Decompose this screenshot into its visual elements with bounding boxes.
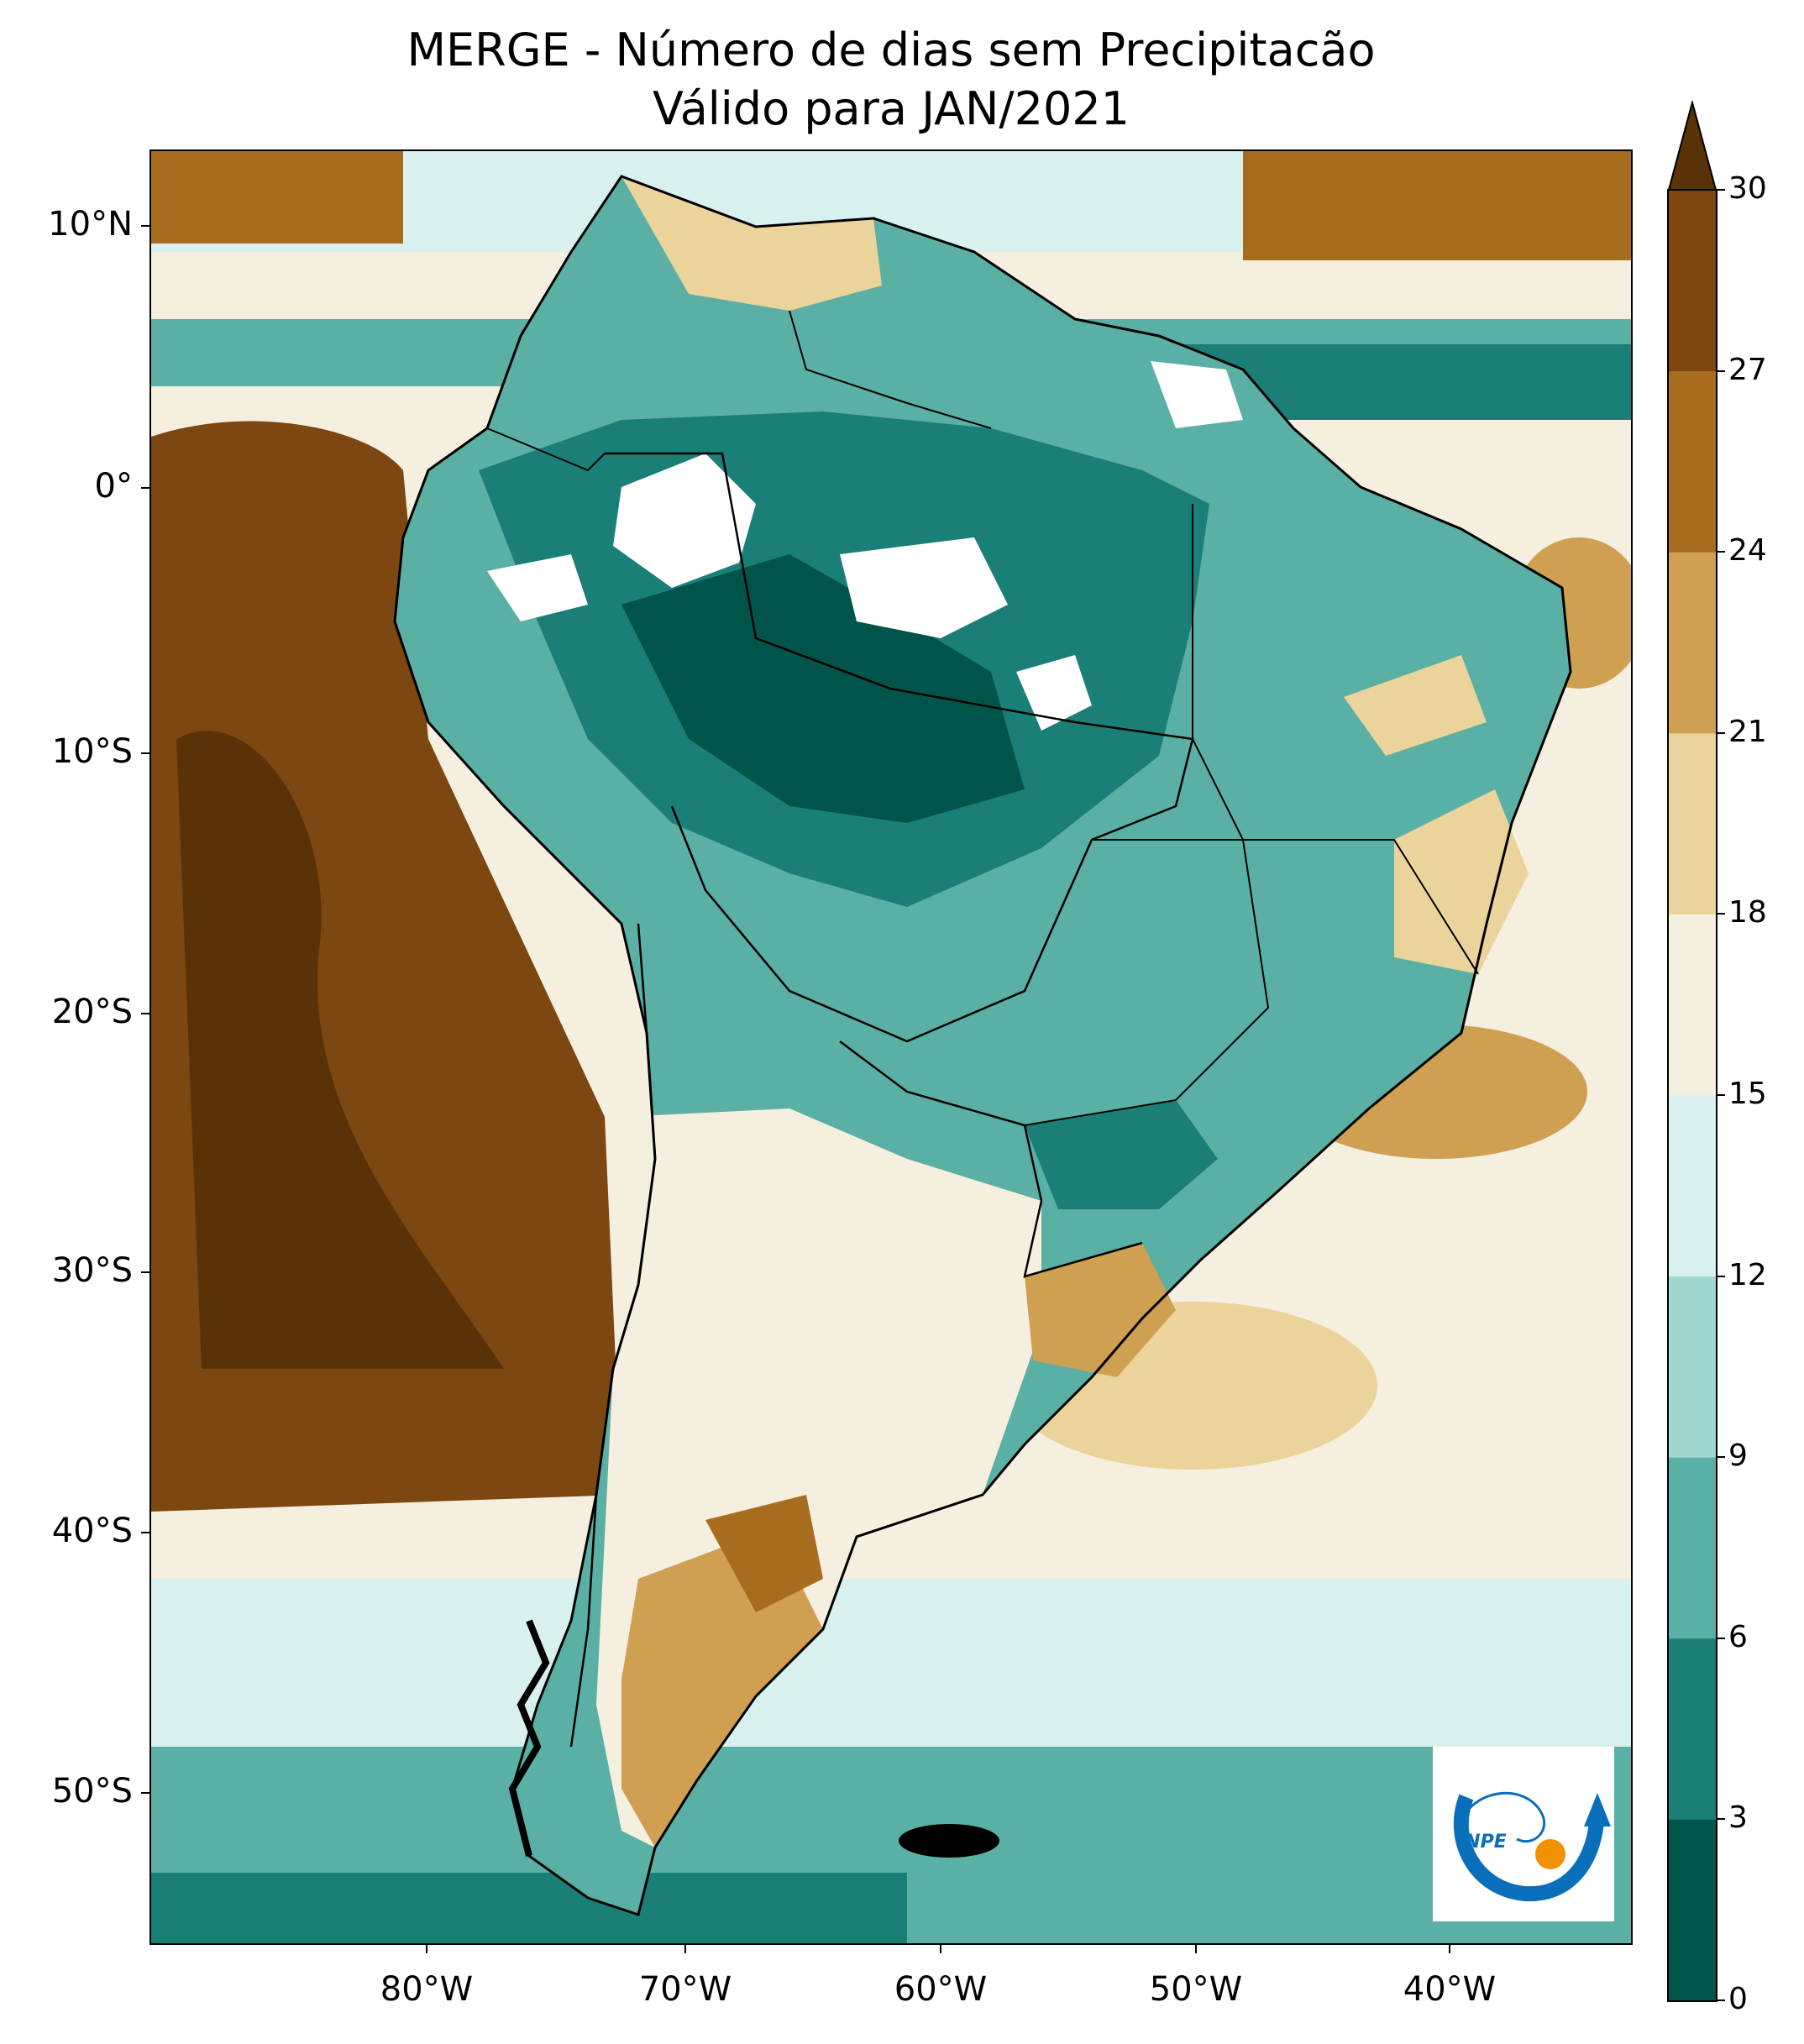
lon-tick-label: 60°W [894, 1970, 988, 2009]
lon-tick-label: 40°W [1403, 1970, 1497, 2009]
colorbar-tick-label: 21 [1728, 714, 1767, 749]
lat-tick-label: 30°S [51, 1251, 133, 1290]
lat-tick-mark [141, 225, 149, 227]
lat-tick-label: 40°S [51, 1512, 133, 1550]
lon-tick-mark [426, 1945, 427, 1953]
colorbar-segment [1668, 732, 1717, 915]
inpe-logo-graphic: INPE [1453, 1791, 1611, 1902]
colorbar-tick-label: 30 [1728, 171, 1767, 206]
chile-fjords [508, 1619, 550, 1857]
lat-tick-mark [141, 1013, 149, 1014]
lat-tick-label: 10°N [48, 205, 133, 244]
lon-tick-label: 80°W [380, 1970, 474, 2009]
northeast-brazil-dry [1344, 655, 1487, 756]
lon-tick-mark [684, 1945, 686, 1953]
patagonia-very-dry-zone [705, 1495, 823, 1612]
paraguay-argentina-border [839, 1040, 1143, 1278]
colorbar-segment [1668, 370, 1717, 553]
colorbar-segment [1668, 1638, 1717, 1820]
colorbar-tick-mark [1717, 1094, 1725, 1096]
lat-tick-mark [141, 487, 149, 489]
colorbar-segment [1668, 1819, 1717, 2001]
chart-title-line-2: Válido para JAN/2021 [652, 82, 1130, 135]
colorbar-tick-mark [1717, 1637, 1725, 1639]
lat-tick-mark [141, 1792, 149, 1794]
southern-band-3 [151, 1873, 907, 1943]
colorbar-tick-label: 24 [1728, 533, 1767, 569]
lat-tick-label: 10°S [51, 732, 133, 771]
lat-tick-label: 20°S [51, 993, 133, 1031]
colorbar-tick-label: 6 [1728, 1619, 1748, 1654]
caribbean-dry-west [151, 151, 403, 244]
lon-tick-mark [1449, 1945, 1450, 1953]
lat-tick-label: 50°S [51, 1772, 133, 1811]
colorbar-tick-mark [1717, 1999, 1725, 2001]
uruguay-dry-zone [1025, 1243, 1176, 1377]
no-dry-days-patch-2 [840, 537, 1008, 638]
brazil-state-borders-2 [1024, 839, 1270, 1126]
colorbar [1667, 101, 1717, 2002]
colorbar-tick-mark [1717, 731, 1725, 734]
logo-swoosh [1453, 1794, 1604, 1902]
colorbar-segment [1668, 552, 1717, 734]
logo-orbit [1456, 1791, 1546, 1843]
colorbar-tick-label: 12 [1728, 1257, 1767, 1292]
lon-tick-label: 70°W [638, 1970, 732, 2009]
colorbar-tick-label: 27 [1728, 352, 1767, 387]
colombia-border [486, 427, 606, 472]
colorbar-tick-mark [1717, 189, 1725, 191]
colorbar-tick-label: 3 [1728, 1800, 1748, 1836]
colorbar-tick-label: 0 [1728, 1982, 1748, 2016]
logo-arrow-head [1584, 1793, 1611, 1826]
lat-tick-label: 0° [94, 467, 133, 506]
colorbar-tick-label: 15 [1728, 1077, 1767, 1111]
colorbar-segment [1668, 1095, 1717, 1277]
lon-tick-mark [1195, 1945, 1197, 1953]
colorbar-tick-label: 9 [1728, 1439, 1748, 1474]
no-dry-days-patch-4 [1151, 361, 1243, 428]
chile-argentina-border [569, 923, 657, 1748]
south-brazil-wet-zone [1025, 1100, 1218, 1209]
patagonia-dry-zone [621, 1528, 823, 1847]
colorbar-tick-mark [1717, 369, 1725, 372]
colorbar-tick-mark [1717, 551, 1725, 553]
venezuela-border [789, 310, 992, 429]
atlantic-dry-north [1243, 151, 1631, 260]
lat-tick-mark [141, 1271, 149, 1273]
colorbar-segment [1668, 1276, 1717, 1458]
colorbar-tick-mark [1717, 1456, 1725, 1459]
inpe-logo: INPE [1433, 1747, 1614, 1921]
amazon-core-zone [621, 554, 1025, 823]
colorbar-extend-arrow [1667, 101, 1717, 191]
map-panel [149, 149, 1633, 1945]
lat-tick-mark [141, 1532, 149, 1533]
colorbar-segment [1668, 190, 1717, 372]
lon-tick-mark [940, 1945, 941, 1953]
colorbar-segment [1668, 1457, 1717, 1639]
no-dry-days-patch-1 [613, 453, 756, 588]
logo-sun [1535, 1839, 1565, 1869]
lat-tick-mark [141, 752, 149, 754]
chart-title-line-1: MERGE - Número de dias sem Precipitacão [406, 24, 1376, 76]
colorbar-tick-mark [1717, 913, 1725, 915]
colorbar-tick-mark [1717, 1275, 1725, 1277]
no-dry-days-patch-5 [487, 554, 588, 621]
map-svg [151, 151, 1631, 1943]
north-coast-dry [621, 176, 882, 311]
east-brazil-dry [1394, 789, 1529, 974]
colorbar-segment [1668, 914, 1717, 1096]
colorbar-tick-label: 18 [1728, 895, 1767, 930]
brazil-border-west [605, 452, 1194, 1043]
lon-tick-label: 50°W [1149, 1970, 1243, 2009]
logo-text: INPE [1458, 1832, 1507, 1853]
southern-band-1 [151, 1579, 1631, 1747]
colorbar-tick-mark [1717, 1818, 1725, 1821]
falkland-islands [899, 1824, 999, 1858]
coastline [393, 175, 1572, 1916]
no-dry-days-patch-3 [1016, 655, 1092, 731]
pacific-very-dry-zone [176, 731, 504, 1369]
